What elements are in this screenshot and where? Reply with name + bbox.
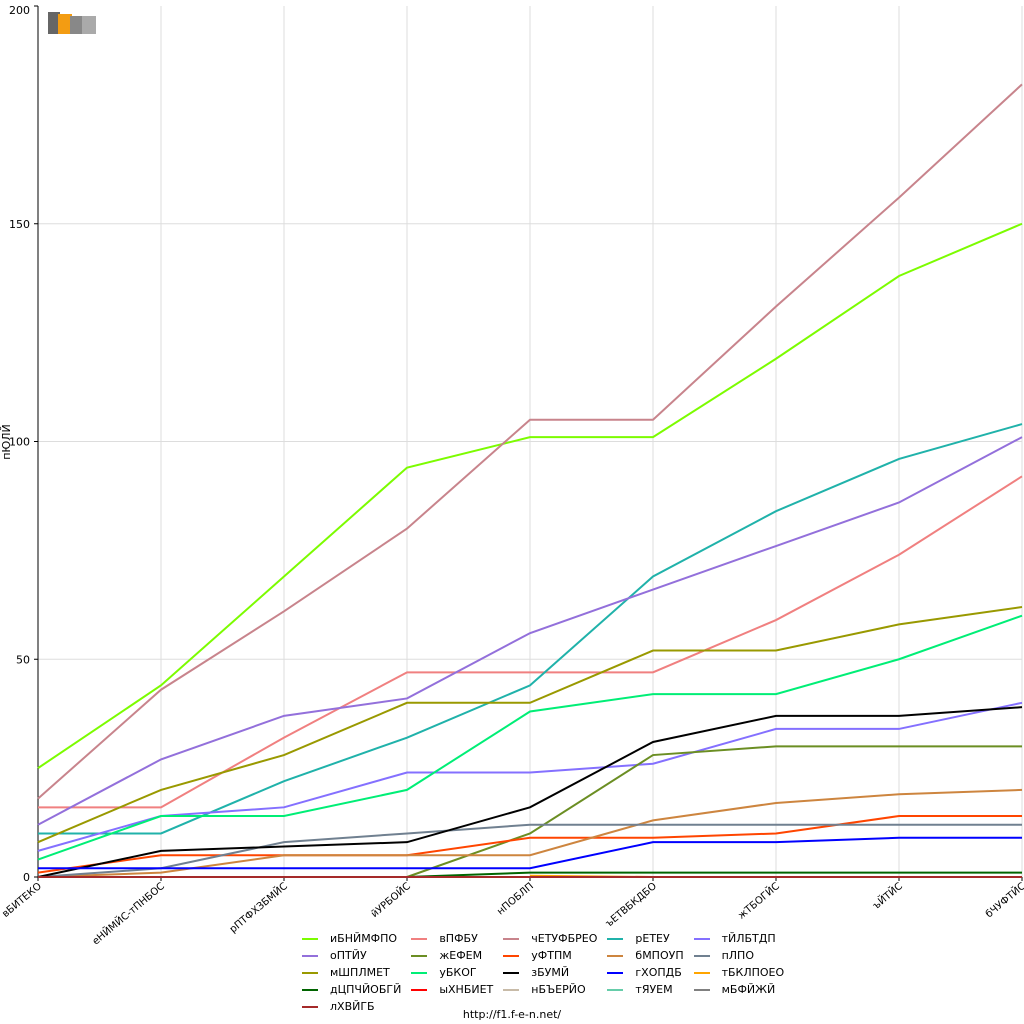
legend-item: бМПОУП <box>607 948 684 963</box>
legend-swatch <box>302 937 318 940</box>
legend-swatch <box>607 971 624 974</box>
legend-label: нБЪЕРЙО <box>531 983 586 996</box>
legend-swatch <box>693 971 710 974</box>
legend-item: рЕТЕУ <box>607 931 683 946</box>
legend-label: мШПЛМЕТ <box>330 966 390 979</box>
series-line-чЕТУФБРЕО <box>37 83 1023 800</box>
y-tick-label: 200 <box>9 4 30 17</box>
legend-swatch <box>302 988 318 991</box>
legend-label: ыХНБИЕТ <box>439 983 494 996</box>
y-tick-label: 50 <box>16 653 30 666</box>
series-line-бМПОУП <box>37 788 1023 878</box>
legend-swatch <box>503 971 520 974</box>
legend-item: чЕТУФБРЕО <box>503 931 597 946</box>
legend-label: тЙЛБТДП <box>721 932 776 945</box>
legend-item: гХОПДБ <box>607 965 683 980</box>
legend-item: мШПЛМЕТ <box>302 965 401 980</box>
legend-label: тЯУЕМ <box>635 983 673 996</box>
legend-item: дЦПЧЙОБГЙ <box>302 982 401 997</box>
legend-item: жЕФЕМ <box>411 948 493 963</box>
legend-swatch <box>503 937 520 940</box>
legend-swatch <box>411 937 428 940</box>
legend-item: зБУМЙ <box>503 965 597 980</box>
legend-item: тБКЛПОЕО <box>693 965 785 980</box>
legend-item: нБЪЕРЙО <box>503 982 597 997</box>
legend-label: зБУМЙ <box>531 966 570 979</box>
x-tick-label: еНЙМЙС-тПНБОС <box>89 879 167 947</box>
legend-label: тБКЛПОЕО <box>721 966 785 979</box>
legend-item: уБКОГ <box>411 965 493 980</box>
legend-swatch <box>411 954 428 957</box>
legend-label: лХВЙГБ <box>330 1000 375 1013</box>
legend-swatch <box>503 988 520 991</box>
legend-item: уФТПМ <box>503 948 597 963</box>
y-tick-label: 150 <box>9 218 30 231</box>
legend-item: мБФЙЖЙ <box>693 982 785 997</box>
x-tick-label: жТБОГЙС <box>735 879 782 921</box>
x-tick-label: йУРБОЙС <box>368 879 413 920</box>
legend-item: лХВЙГБ <box>302 999 401 1014</box>
y-axis-label: пЮЛЙ <box>0 424 13 460</box>
legend-swatch <box>607 988 624 991</box>
legend-swatch <box>693 988 710 991</box>
series-line-мШПЛМЕТ <box>37 605 1023 844</box>
legend-label: оПТЙУ <box>330 949 367 962</box>
legend-label: бМПОУП <box>635 949 684 962</box>
x-tick-label: бЧУФТЙС <box>983 879 1024 920</box>
legend-item: ыХНБИЕТ <box>411 982 493 997</box>
x-tick-label: рПТФХЗБМЙС <box>227 879 290 935</box>
series-line-дЦПЧЙОБГЙ <box>406 871 1022 878</box>
series-line-гХОПДБ <box>38 836 1022 870</box>
series-line-вПФБУ <box>38 475 1023 809</box>
legend-label: уФТПМ <box>531 949 572 962</box>
footer-url[interactable]: http://f1.f-e-n.net/ <box>462 1008 562 1021</box>
legend-item: пЛПО <box>693 948 785 963</box>
legend-item: вПФБУ <box>411 931 493 946</box>
series-line-иБНЙМФПО <box>37 222 1023 769</box>
legend-label: рЕТЕУ <box>635 932 670 945</box>
legend-swatch <box>411 971 428 974</box>
series-line-уФТПМ <box>37 815 1022 874</box>
legend-swatch <box>693 954 710 957</box>
series-line-зБУМЙ <box>37 706 1023 878</box>
chart-legend: иБНЙМФПО вПФБУ чЕТУФБРЕО рЕТЕУ тЙЛБТДП оПТЙУ ж… <box>302 931 784 1014</box>
legend-item: тЙЛБТДП <box>693 931 785 946</box>
legend-swatch <box>302 954 318 957</box>
legend-item: тЯУЕМ <box>607 982 683 997</box>
y-tick-label: 100 <box>9 436 30 449</box>
legend-label: уБКОГ <box>439 966 477 979</box>
legend-swatch <box>693 937 710 940</box>
legend-label: дЦПЧЙОБГЙ <box>330 983 402 996</box>
legend-label: вПФБУ <box>439 932 478 945</box>
legend-label: чЕТУФБРЕО <box>531 932 598 945</box>
series-line-тЙЛБТДП <box>37 701 1023 852</box>
legend-label: мБФЙЖЙ <box>721 983 776 996</box>
legend-label: пЛПО <box>721 949 754 962</box>
legend-item: иБНЙМФПО <box>302 931 401 946</box>
legend-label: иБНЙМФПО <box>330 932 398 945</box>
series-line-оПТЙУ <box>37 436 1023 826</box>
x-tick-label: нПОБЛП <box>495 881 536 918</box>
legend-swatch <box>411 988 428 991</box>
legend-swatch <box>302 1005 318 1008</box>
series-line-пЛПО <box>37 823 1022 878</box>
legend-label: гХОПДБ <box>635 966 682 979</box>
legend-item: оПТЙУ <box>302 948 401 963</box>
legend-swatch <box>607 954 624 957</box>
series-line-уБКОГ <box>37 614 1023 861</box>
legend-swatch <box>302 971 318 974</box>
x-tick-label: ъЕТВБКДБО <box>604 881 659 930</box>
f1en-logo <box>48 10 98 36</box>
legend-swatch <box>503 954 520 957</box>
legend-label: жЕФЕМ <box>439 949 483 962</box>
y-tick-label: 0 <box>23 871 30 884</box>
x-tick-label: ъЙТЙС <box>870 879 905 912</box>
x-tick-label: вБИТЕКО <box>0 881 44 920</box>
legend-swatch <box>607 937 624 940</box>
